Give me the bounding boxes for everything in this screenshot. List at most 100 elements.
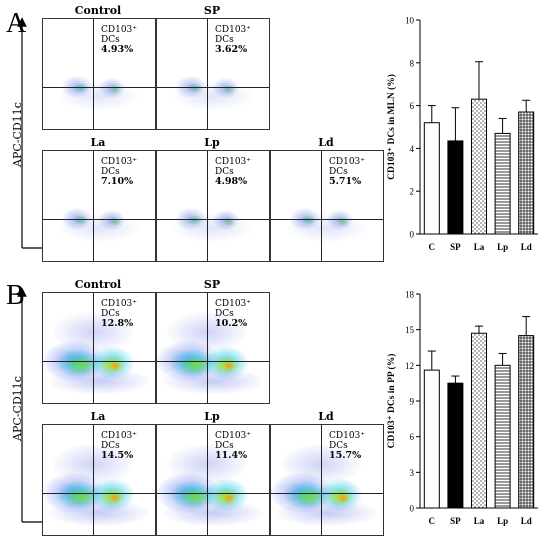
y-axis-label: CD103⁺ DCs in MLN (%) (386, 74, 397, 180)
gate-percentage: 4.93% (101, 44, 134, 55)
density-blob (59, 214, 139, 242)
flow-plot-b-1: CD103⁺ DCs 10.2% (156, 292, 270, 404)
gate-vertical-line (321, 425, 322, 535)
density-blob (108, 360, 121, 371)
density-blob (163, 368, 263, 394)
gate-horizontal-line (271, 219, 383, 220)
gate-percentage: 4.98% (215, 176, 248, 187)
y-tick-label: 3 (410, 468, 415, 478)
gate-vertical-line (93, 19, 94, 129)
panel-letter-a: A (6, 8, 27, 39)
gate-annotation: CD103⁺ DCs 5.71% (329, 157, 383, 187)
gate-horizontal-line (43, 87, 155, 88)
density-blob (49, 500, 149, 526)
gate-label: CD103⁺ DCs (101, 25, 138, 45)
gate-horizontal-line (157, 219, 269, 220)
density-blob (277, 500, 377, 526)
x-tick-label: Ld (521, 242, 532, 252)
gate-annotation: CD103⁺ DCs 10.2% (215, 299, 269, 329)
y-tick-label: 2 (410, 187, 415, 197)
gate-annotation: CD103⁺ DCs 11.4% (215, 431, 269, 461)
gate-label: CD103⁺ DCs (101, 431, 138, 451)
gate-annotation: CD103⁺ DCs 12.8% (101, 299, 155, 329)
bar-chart-mln: 0 2 4 6 8 10 CD103⁺ DCs in MLN (%) C SP La Lp Ld (386, 16, 538, 252)
y-tick-label: 9 (410, 397, 415, 407)
x-tick-label: Ld (521, 516, 532, 526)
flow-title-a-2: La (90, 136, 106, 149)
gate-vertical-line (321, 151, 322, 261)
density-blob (222, 84, 235, 94)
y-tick-label: 4 (410, 144, 415, 154)
y-tick-label: 0 (410, 230, 415, 240)
density-blob (294, 487, 325, 506)
density-blob (336, 216, 349, 226)
gate-label: CD103⁺ DCs (215, 25, 252, 45)
bar-lp (494, 132, 511, 235)
gate-vertical-line (207, 19, 208, 129)
bar-c (423, 369, 440, 509)
gate-vertical-line (207, 293, 208, 403)
gate-label: CD103⁺ DCs (215, 299, 252, 319)
y-tick-label: 12 (405, 361, 414, 371)
y-tick-label: 18 (405, 290, 415, 300)
bar-ld (518, 111, 535, 235)
flow-plot-b-4: CD103⁺ DCs 15.7% (270, 424, 384, 536)
density-blob (108, 84, 121, 94)
gate-annotation: CD103⁺ DCs 15.7% (329, 431, 383, 461)
flow-title-a-4: Ld (318, 136, 334, 149)
gate-vertical-line (207, 425, 208, 535)
gate-percentage: 11.4% (215, 450, 248, 461)
density-blob (222, 492, 235, 503)
gate-horizontal-line (43, 219, 155, 220)
density-blob (336, 492, 349, 503)
bar-chart-pp: 0 3 6 9 12 15 18 CD103⁺ DCs in PP (%) C SP La Lp Ld (386, 290, 538, 526)
gate-percentage: 7.10% (101, 176, 134, 187)
gate-horizontal-line (157, 493, 269, 494)
density-blob (66, 487, 97, 506)
y-tick-label: 6 (410, 101, 415, 111)
gate-horizontal-line (43, 493, 155, 494)
density-blob (49, 368, 149, 394)
gate-label: CD103⁺ DCs (329, 431, 366, 451)
gate-vertical-line (93, 293, 94, 403)
x-tick-label: Lp (497, 516, 508, 526)
density-blob (163, 500, 263, 526)
bar-la (471, 332, 487, 509)
bar-ld (518, 335, 535, 509)
gate-percentage: 5.71% (329, 176, 362, 187)
gate-annotation: CD103⁺ DCs 14.5% (101, 431, 155, 461)
flow-title-a-0: Control (74, 4, 122, 17)
bar-sp (447, 140, 464, 235)
flow-title-b-2: La (90, 410, 106, 423)
gate-annotation: CD103⁺ DCs 4.98% (215, 157, 269, 187)
gate-horizontal-line (43, 361, 155, 362)
y-tick-label: 15 (405, 325, 415, 335)
density-blob (188, 215, 203, 226)
gate-percentage: 10.2% (215, 318, 248, 329)
gate-label: CD103⁺ DCs (101, 299, 138, 319)
x-tick-label: SP (450, 516, 461, 526)
density-blob (222, 216, 235, 226)
density-blob (188, 83, 203, 94)
gate-horizontal-line (271, 493, 383, 494)
flow-plot-b-3: CD103⁺ DCs 11.4% (156, 424, 270, 536)
density-blob (74, 215, 89, 226)
gate-label: CD103⁺ DCs (329, 157, 366, 177)
y-axis-label: CD103⁺ DCs in PP (%) (386, 354, 397, 449)
flow-ylabel-b: APC-CD11c (10, 376, 24, 441)
flow-plot-a-4: CD103⁺ DCs 5.71% (270, 150, 384, 262)
density-blob (302, 215, 317, 226)
gate-label: CD103⁺ DCs (101, 157, 138, 177)
gate-percentage: 3.62% (215, 44, 248, 55)
density-blob (180, 355, 211, 374)
y-tick-label: 10 (405, 16, 415, 26)
bar-sp (447, 382, 464, 509)
x-tick-label: La (474, 516, 485, 526)
flow-plot-a-2: CD103⁺ DCs 7.10% (42, 150, 156, 262)
flow-title-a-1: SP (203, 4, 221, 17)
gate-vertical-line (93, 151, 94, 261)
flow-plot-a-1: CD103⁺ DCs 3.62% (156, 18, 270, 130)
flow-title-a-3: Lp (204, 136, 220, 149)
flow-title-b-1: SP (203, 278, 221, 291)
flow-plot-a-3: CD103⁺ DCs 4.98% (156, 150, 270, 262)
